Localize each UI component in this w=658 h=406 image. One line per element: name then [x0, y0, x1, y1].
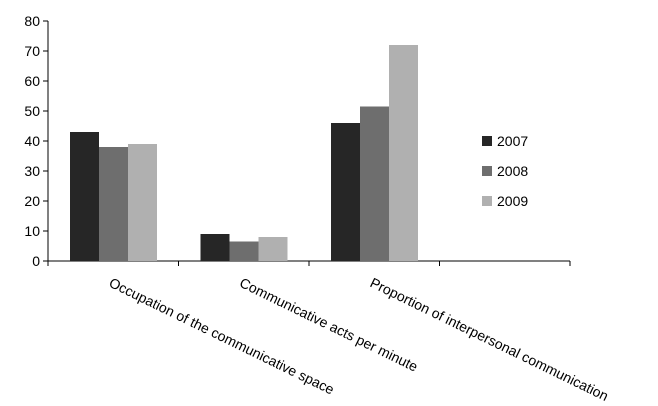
legend-label-2007: 2007	[497, 133, 528, 149]
bar-2009-1	[258, 237, 288, 261]
category-label: Occupation of the communicative space	[107, 274, 337, 397]
legend-swatch-2009	[482, 196, 492, 206]
bar-2008-1	[229, 241, 259, 261]
y-tick-label: 80	[24, 13, 40, 29]
legend: 2007 2008 2009	[482, 133, 528, 209]
y-tick-label: 40	[24, 133, 40, 149]
x-axis	[47, 260, 571, 266]
y-tick-label: 70	[24, 43, 40, 59]
category-label: Proportion of interpersonal communicatio…	[368, 274, 611, 404]
bar-2007-0	[70, 132, 99, 261]
y-axis: 0 10 20 30 40 50 60 70 80	[24, 13, 49, 269]
bar-2009-2	[389, 45, 418, 261]
bar-2008-2	[360, 106, 389, 261]
bar-2007-2	[331, 123, 360, 261]
y-tick-label: 50	[24, 103, 40, 119]
bar-2007-1	[200, 234, 230, 261]
y-tick-label: 10	[24, 223, 40, 239]
y-tick-label: 0	[32, 253, 40, 269]
y-tick-label: 20	[24, 193, 40, 209]
bars-group	[70, 45, 418, 261]
bar-2009-0	[128, 144, 157, 261]
category-labels: Occupation of the communicative spaceCom…	[107, 274, 611, 404]
bar-2008-0	[99, 147, 128, 261]
y-tick-label: 60	[24, 73, 40, 89]
legend-label-2009: 2009	[497, 193, 528, 209]
y-tick-label: 30	[24, 163, 40, 179]
legend-label-2008: 2008	[497, 163, 528, 179]
legend-swatch-2008	[482, 166, 492, 176]
legend-swatch-2007	[482, 136, 492, 146]
